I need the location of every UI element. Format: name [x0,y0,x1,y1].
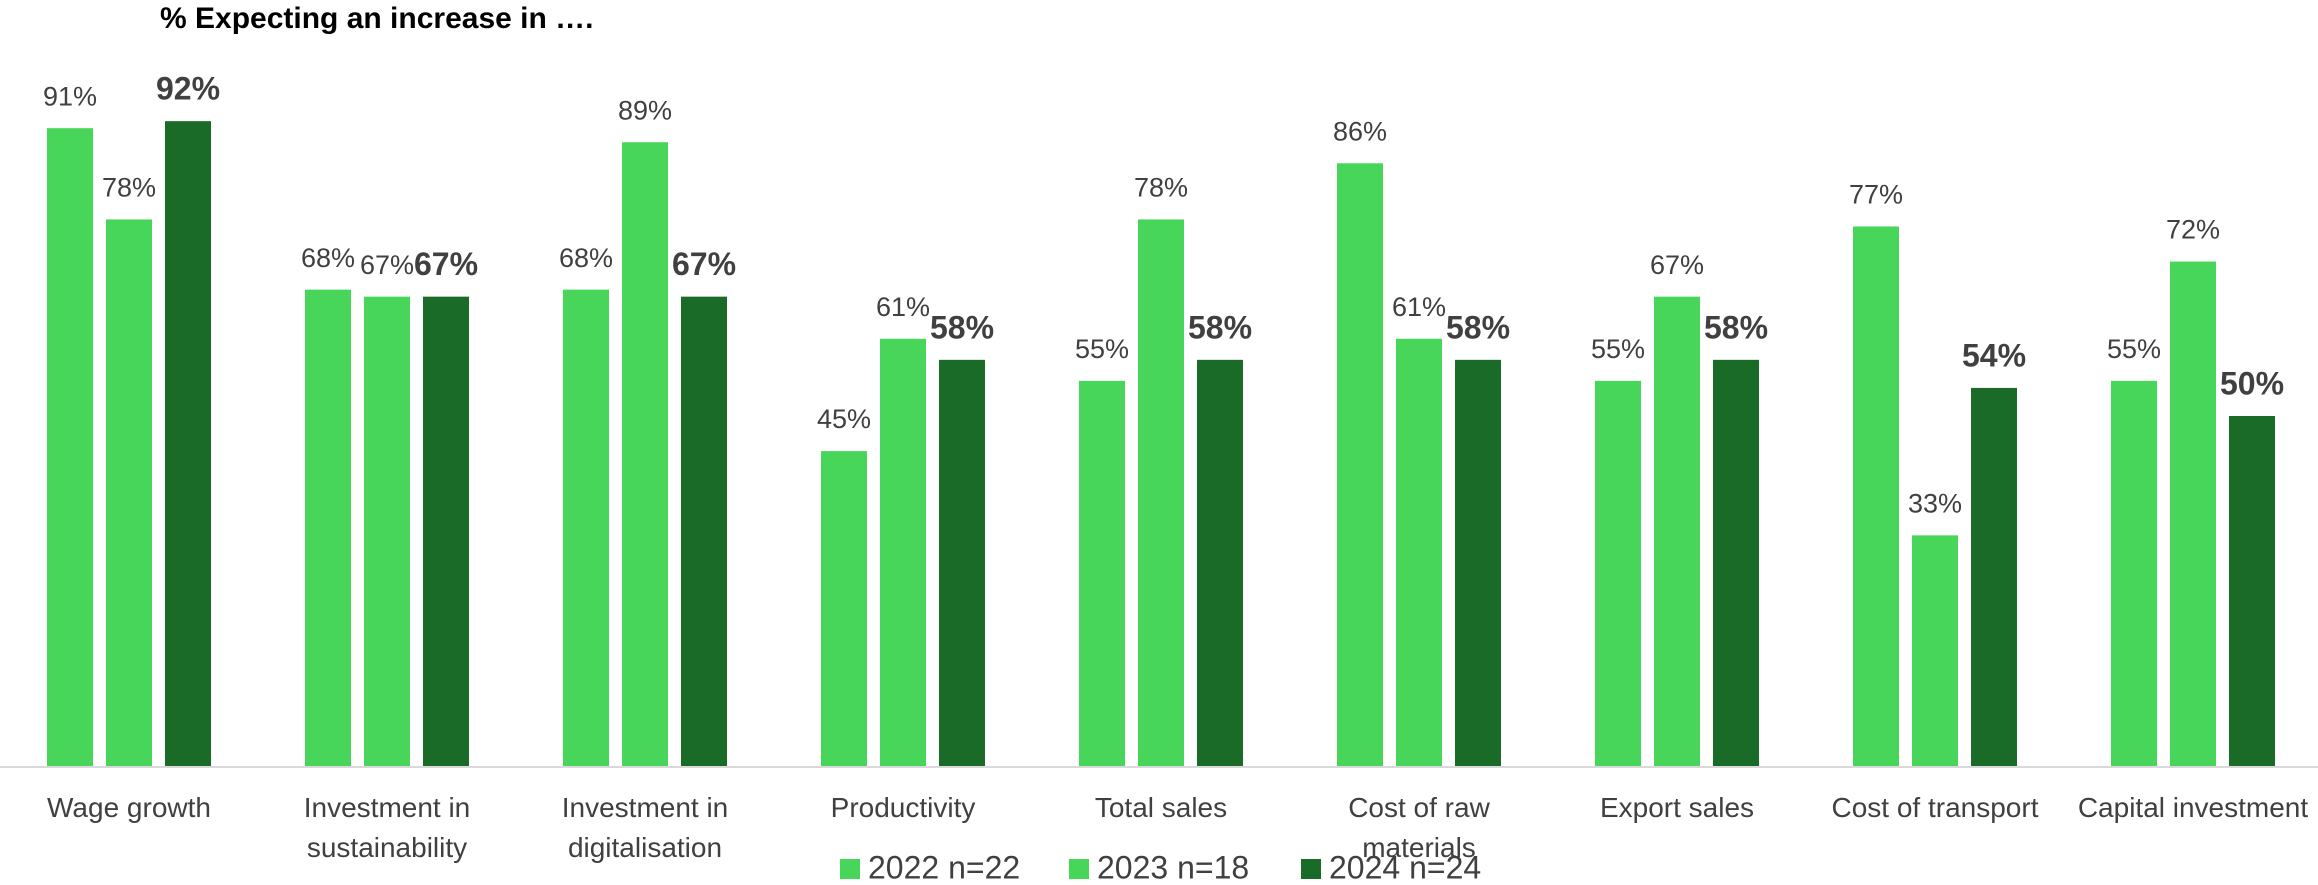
bar [1396,338,1442,767]
bar [681,296,727,767]
data-label: 68% [559,243,613,273]
chart-title: % Expecting an increase in …. [160,2,594,35]
data-label: 77% [1849,180,1903,210]
bar [1595,380,1641,767]
legend-label: 2022 n=22 [868,849,1020,885]
data-label: 58% [1446,309,1510,345]
bar [1197,359,1243,767]
data-label: 55% [1591,334,1645,364]
data-label: 67% [414,246,478,282]
data-label: 58% [930,309,994,345]
data-label: 78% [102,173,156,203]
data-label: 45% [817,404,871,434]
data-label: 54% [1962,337,2026,373]
data-label: 61% [1392,292,1446,322]
data-label: 67% [672,246,736,282]
legend-swatch [1301,859,1321,879]
data-label: 67% [1650,250,1704,280]
bar [1654,296,1700,767]
data-label: 67% [360,250,414,280]
data-label: 55% [2107,334,2161,364]
x-tick-label: Cost of raw materials [1348,792,1490,863]
bar [1853,226,1899,767]
data-label: 72% [2166,215,2220,245]
x-tick-label: Investment in sustainability [303,792,471,863]
legend-swatch [840,859,860,879]
bar [364,296,410,767]
x-tick-label: Wage growth [47,792,211,823]
x-tick-label: Capital investment [2077,792,2309,823]
bar [2111,380,2157,767]
bar [2170,261,2216,767]
bar [1713,359,1759,767]
x-tick-label: Investment in digitalisation [561,792,729,863]
data-label: 58% [1704,309,1768,345]
data-label: 61% [876,292,930,322]
bar [821,451,867,767]
legend-swatch [1069,859,1089,879]
bar [880,338,926,767]
legend-label: 2024 n=24 [1329,849,1481,885]
data-label: 78% [1134,173,1188,203]
data-label: 91% [43,81,97,111]
bar [1079,380,1125,767]
data-label: 33% [1908,488,1962,518]
data-label: 92% [156,71,220,107]
bar [1337,163,1383,767]
x-tick-label: Total sales [1094,792,1228,823]
bar [939,359,985,767]
legend-label: 2023 n=18 [1097,849,1249,885]
bar [1912,535,1958,767]
bar [1971,387,2017,767]
data-label: 55% [1075,334,1129,364]
bar [2229,416,2275,767]
x-tick-label: Export sales [1599,792,1755,823]
bar [423,296,469,767]
data-label: 50% [2220,365,2284,401]
bar [1455,359,1501,767]
data-label: 58% [1188,309,1252,345]
bar [305,289,351,767]
data-label: 89% [618,95,672,125]
x-tick-label: Cost of transport [1831,792,2039,823]
bar [563,289,609,767]
data-label: 68% [301,243,355,273]
bar [165,121,211,767]
bar [622,142,668,768]
bar [1138,219,1184,767]
bar [106,219,152,767]
data-label: 86% [1333,116,1387,146]
x-tick-label: Productivity [830,792,976,823]
bar [47,128,93,767]
